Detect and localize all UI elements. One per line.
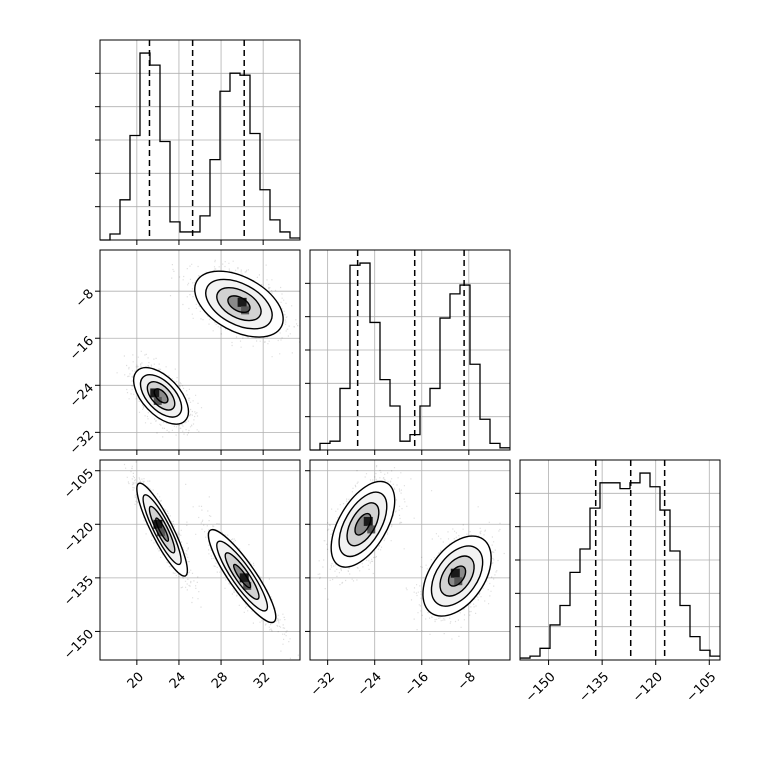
pair-p2-p3-mode-0-contour-3 <box>330 480 396 568</box>
pair-p1-p2-mode-0-contour-1 <box>146 381 176 411</box>
pair-p2-p3-mode-1-peak-2 <box>454 577 463 586</box>
pair-p1-p3-mode-0-peak <box>153 519 163 529</box>
pair-p1-p2-mode-1-contour-2 <box>205 278 273 330</box>
pair-p1-p3-mode-1-contour-2 <box>216 540 269 612</box>
pair-p2-p3-mode-1-contour-0 <box>447 565 467 587</box>
histogram-p1-frame <box>99 39 301 241</box>
pair-p1-p2-mode-1-contour-1 <box>216 286 262 322</box>
pair-p1-p3-mode-1-contour-3 <box>207 528 277 624</box>
histogram-p2-frame <box>309 249 511 451</box>
pair-p2-p3-mode-0-peak-2 <box>367 525 376 534</box>
pair-p2-p3-mode-0-contour-1 <box>346 502 380 547</box>
pair-p1-p2-mode-0-contour-3 <box>132 366 190 425</box>
pair-p1-p2-mode-0-contour-2 <box>139 374 183 418</box>
pair-p1-p2-mode-1-contour-3 <box>194 270 284 338</box>
pair-p2-p3-mode-0-peak <box>363 516 373 526</box>
pair-p1-p3-mode-0-contour-0 <box>155 517 170 542</box>
pair-p2-p3-mode-1-contour-2 <box>430 545 484 607</box>
pair-p2-p3-frame <box>309 459 511 661</box>
pair-p2-p3-mode-0-contour-2 <box>338 491 388 558</box>
pair-p2-p3-mode-1-contour-3 <box>422 535 492 617</box>
pair-p1-p3-mode-0-contour-3 <box>136 482 189 577</box>
corner-plot-panels: −150 −135 −120 −105−32−24−16−8−150−135−120−… <box>61 39 721 705</box>
pair-p1-p2-content <box>116 259 300 438</box>
histogram-p3-step <box>520 472 720 659</box>
pair-p1-p3-content <box>123 461 299 659</box>
pair-p1-p3-mode-1-contour-0 <box>232 563 252 589</box>
histogram-p2-step <box>310 262 510 451</box>
pair-p1-p3-frame <box>99 459 301 661</box>
pair-p1-p3-mode-0-contour-2 <box>142 494 182 566</box>
pair-p2-p3-mode-1-contour-1 <box>439 555 475 597</box>
pair-p1-p2-mode-1-peak <box>237 297 247 307</box>
pair-p1-p3-mode-1-contour-1 <box>224 552 260 600</box>
pair-p2-p3-content <box>317 460 505 640</box>
pair-p2-p3-mode-0-contour-0 <box>354 512 372 536</box>
pair-p1-p2-frame <box>99 249 301 451</box>
pair-p2-p3-mode-1-peak <box>450 568 460 578</box>
pair-p1-p2-mode-0-contour-0 <box>153 388 169 404</box>
pair-p1-p2-mode-1-contour-0 <box>227 295 251 314</box>
pair-p1-p2-mode-0-peak-2 <box>153 396 162 405</box>
pair-p1-p2-mode-1-peak-2 <box>241 306 250 315</box>
histogram-p3-frame <box>519 459 721 661</box>
pair-p1-p3-mode-1-peak <box>239 573 249 583</box>
histogram-p1-step <box>100 52 300 241</box>
pair-p1-p3-mode-0-contour-1 <box>148 505 176 554</box>
